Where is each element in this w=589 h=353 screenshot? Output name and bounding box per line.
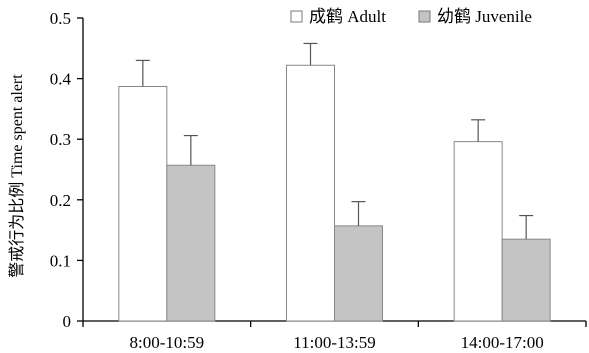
y-tick-label: 0: [63, 312, 72, 331]
x-category-label: 14:00-17:00: [461, 333, 544, 352]
x-category-label: 11:00-13:59: [293, 333, 375, 352]
y-tick-label: 0.1: [50, 251, 71, 270]
legend-swatch-juvenile: [418, 10, 431, 23]
bar-adult: [118, 85, 168, 322]
bar-adult: [286, 64, 335, 322]
y-axis-label: 警戒行为比例 Time spent alert: [8, 74, 26, 278]
y-tick-label: 0.5: [50, 9, 71, 28]
bar-adult: [453, 141, 503, 322]
legend-swatch-adult: [290, 10, 303, 23]
bar-juvenile: [166, 164, 216, 322]
bar-juvenile: [334, 225, 383, 322]
plot-area: 0 0.1 0.2 0.3 0.4 0.5 8:00-10:59 11:00-13:59 14:…: [50, 9, 587, 352]
x-category-label: 8:00-10:59: [130, 333, 205, 352]
legend-label-adult: 成鹤 Adult: [309, 7, 386, 26]
y-tick-label: 0.2: [50, 191, 71, 210]
y-tick-label: 0.4: [50, 70, 72, 89]
legend: 成鹤 Adult 幼鹤 Juvenile: [290, 7, 532, 26]
bar-juvenile: [501, 238, 551, 322]
legend-label-juvenile: 幼鹤 Juvenile: [437, 7, 532, 26]
y-tick-label: 0.3: [50, 130, 71, 149]
y-axis-label-group: 警戒行为比例 Time spent alert: [8, 74, 26, 278]
